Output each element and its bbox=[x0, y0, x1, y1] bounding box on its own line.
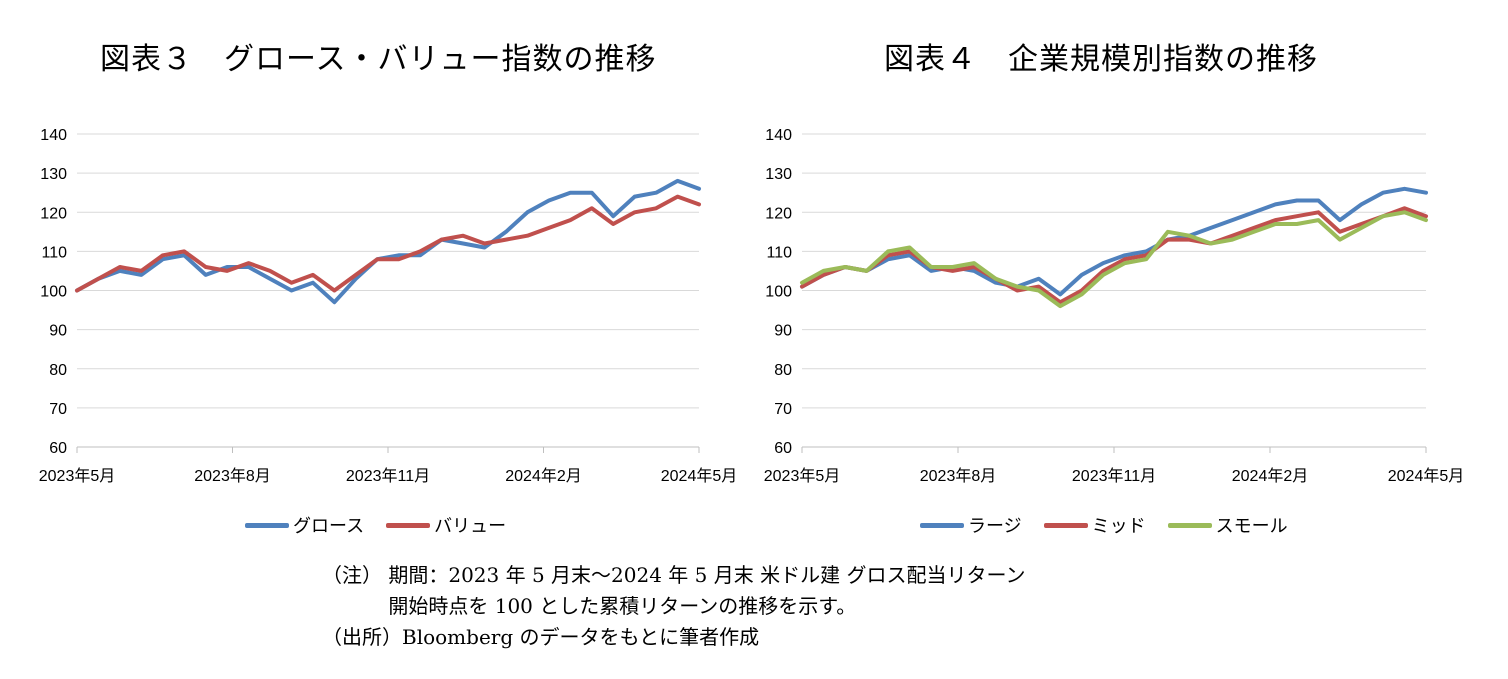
legend-item-small: スモール bbox=[1167, 512, 1288, 538]
y-tick-label: 140 bbox=[40, 127, 67, 144]
x-tick-label: 2023年11月 bbox=[1072, 467, 1156, 485]
legend-label-growth: グロース bbox=[293, 516, 365, 537]
x-tick-label: 2023年8月 bbox=[920, 467, 997, 485]
legend-swatch-value bbox=[386, 522, 431, 528]
series-line-0 bbox=[75, 178, 701, 305]
y-tick-label: 90 bbox=[49, 323, 67, 340]
y-tick-label: 90 bbox=[774, 323, 792, 340]
x-tick-label: 2024年5月 bbox=[661, 467, 738, 485]
legend-item-value: バリュー bbox=[386, 512, 506, 538]
legend-swatch-small bbox=[1167, 522, 1212, 528]
y-tick-label: 130 bbox=[765, 166, 792, 183]
x-tick-label: 2024年5月 bbox=[1388, 467, 1465, 485]
y-tick-label: 70 bbox=[49, 401, 67, 418]
y-tick-label: 70 bbox=[774, 401, 792, 418]
legend-item-mid: ミッド bbox=[1043, 512, 1146, 538]
x-tick-label: 2023年5月 bbox=[39, 467, 116, 485]
y-tick-label: 110 bbox=[41, 244, 67, 261]
legend-label-mid: ミッド bbox=[1091, 516, 1146, 537]
x-tick-label: 2023年11月 bbox=[346, 467, 430, 485]
series-line-0 bbox=[800, 186, 1428, 297]
legend-swatch-mid bbox=[1043, 522, 1088, 528]
chart-1-title: 図表３ グロース・バリュー指数の推移 bbox=[100, 42, 657, 77]
y-tick-label: 120 bbox=[40, 205, 67, 222]
legend-label-value: バリュー bbox=[434, 516, 507, 537]
y-tick-label: 80 bbox=[774, 362, 792, 379]
x-tick-label: 2024年2月 bbox=[1232, 467, 1309, 485]
legend-label-large: ラージ bbox=[968, 516, 1022, 537]
note-cumulative: 開始時点を 100 とした累積リターンの推移を示す。 bbox=[322, 594, 857, 618]
legend-swatch-large bbox=[920, 522, 964, 528]
x-tick-label: 2023年8月 bbox=[194, 467, 271, 485]
y-tick-label: 100 bbox=[40, 284, 67, 301]
legend-swatch-growth bbox=[245, 522, 289, 528]
y-tick-label: 60 bbox=[49, 440, 67, 457]
chart-2-legend: ラージ ミッド スモール bbox=[920, 512, 1288, 538]
series-line-2 bbox=[800, 210, 1428, 309]
growth-value-chart: 140 130 120 110 100 90 80 70 60 2023年5月 2023年8月 202… bbox=[39, 127, 738, 485]
series-line-1 bbox=[800, 206, 1428, 305]
y-tick-label: 60 bbox=[774, 440, 792, 457]
y-tick-label: 80 bbox=[49, 362, 67, 379]
y-tick-label: 140 bbox=[765, 127, 792, 144]
footnotes: （注） 期間：2023 年 5 月末～2024 年 5 月末 米ドル建 グロス配… bbox=[322, 560, 1025, 653]
chart-2-title: 図表４ 企業規模別指数の推移 bbox=[884, 42, 1318, 77]
note-source: （出所）Bloomberg のデータをもとに筆者作成 bbox=[322, 625, 760, 649]
y-tick-label: 110 bbox=[766, 244, 792, 261]
legend-label-small: スモール bbox=[1215, 516, 1288, 537]
legend-item-large: ラージ bbox=[920, 512, 1022, 538]
y-tick-label: 100 bbox=[765, 284, 792, 301]
y-tick-label: 130 bbox=[40, 166, 67, 183]
size-chart: 140 130 120 110 100 90 80 70 60 2023年5月 2023年8月 202… bbox=[764, 127, 1465, 485]
note-period: （注） 期間：2023 年 5 月末～2024 年 5 月末 米ドル建 グロス配… bbox=[322, 563, 1026, 587]
y-tick-label: 120 bbox=[765, 205, 792, 222]
x-tick-label: 2023年5月 bbox=[764, 467, 841, 485]
legend-item-growth: グロース bbox=[245, 512, 364, 538]
chart-1-legend: グロース バリュー bbox=[245, 512, 506, 538]
x-tick-label: 2024年2月 bbox=[505, 467, 582, 485]
series-line-1 bbox=[75, 194, 701, 293]
